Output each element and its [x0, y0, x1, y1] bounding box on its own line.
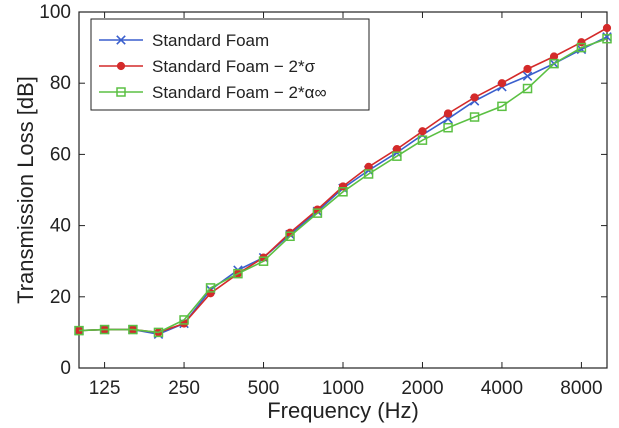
series-3-point: [233, 268, 243, 279]
x-axis-title: Frequency (Hz): [267, 398, 419, 423]
legend-entry-3: Standard Foam − 2*α∞: [99, 83, 327, 102]
legend-label: Standard Foam − 2*σ: [152, 57, 316, 76]
legend-box: [90, 18, 370, 111]
series-2-point: [497, 79, 507, 88]
legend-swatch-marker: [116, 61, 126, 71]
series-3-point: [205, 283, 216, 293]
x-tick-label: 1000: [322, 378, 364, 399]
x-tick-label: 500: [248, 378, 280, 399]
legend-entry-1: Standard Foam: [99, 31, 269, 50]
series-3-point: [312, 208, 323, 218]
x-tick-label: 8000: [560, 378, 602, 399]
series-3-point: [285, 231, 295, 242]
legend-swatch-marker: [116, 87, 126, 97]
x-tick-label: 4000: [481, 378, 523, 399]
series-1-point: [522, 71, 533, 81]
series-3-point: [258, 256, 269, 266]
y-tick-label: 0: [60, 358, 71, 379]
series-3-point: [497, 101, 507, 112]
series-2-point: [443, 109, 453, 118]
axes-layer: 125 250 500 1000 2000 4000 8000 0 20 40 60 80 100: [39, 2, 607, 399]
series-2-point: [602, 23, 612, 33]
y-tick-label: 100: [39, 2, 71, 23]
series-3-point: [417, 135, 428, 145]
series-3-point: [549, 58, 559, 69]
series-3-point: [99, 324, 110, 335]
series-3: [74, 33, 612, 338]
series-2-point: [418, 127, 427, 136]
y-tick-label: 20: [50, 287, 71, 308]
series-3-point: [392, 151, 402, 161]
series-3-point: [363, 169, 374, 179]
series-3-point: [128, 324, 138, 335]
series-3-point: [338, 187, 348, 197]
y-tick-label: 40: [50, 216, 71, 237]
legend-label: Standard Foam: [152, 31, 269, 50]
x-tick-label: 2000: [401, 378, 443, 399]
series-3-point: [522, 83, 533, 94]
legend-entry-2: Standard Foam − 2*σ: [99, 57, 316, 76]
series-layer: [74, 23, 612, 339]
x-tick-label: 250: [168, 378, 200, 399]
series-3-point: [153, 327, 164, 338]
series-3-point: [443, 122, 453, 133]
series-3-line: [78, 37, 608, 334]
series-2-point: [338, 182, 348, 191]
series-3-point: [602, 33, 612, 44]
legend-label: Standard Foam − 2*α∞: [152, 83, 327, 102]
series-3-point: [179, 315, 189, 325]
series-3-point: [469, 112, 480, 122]
legend-swatch-marker: [116, 35, 126, 45]
series-2-point: [470, 93, 479, 102]
series-2-point: [523, 64, 532, 74]
x-tick-label: 125: [89, 378, 121, 399]
series-3-point: [74, 325, 84, 336]
y-axis-title: Transmission Loss [dB]: [13, 76, 38, 304]
series-3-point: [576, 42, 587, 53]
legend: Standard Foam Standard Foam − 2*σ Standard…: [90, 18, 370, 111]
series-2-point: [577, 38, 586, 47]
y-tick-label: 80: [50, 73, 71, 94]
legend-entries: Standard Foam Standard Foam − 2*σ Standard…: [99, 31, 327, 102]
y-tick-label: 60: [50, 144, 71, 165]
